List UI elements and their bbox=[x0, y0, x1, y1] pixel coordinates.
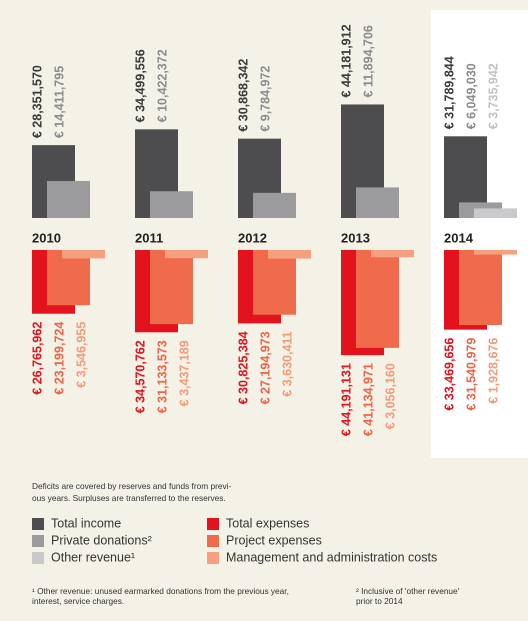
legend-label: Other revenue¹ bbox=[51, 550, 135, 564]
value-label: € 1,928,676 bbox=[486, 338, 500, 404]
year-label: 2011 bbox=[135, 230, 163, 245]
legend-swatch bbox=[207, 535, 219, 547]
year-label: 2012 bbox=[238, 230, 267, 245]
legend-label: Private donations² bbox=[51, 533, 152, 547]
value-label: € 34,499,556 bbox=[133, 49, 147, 122]
legend-label: Project expenses bbox=[226, 533, 322, 547]
expense-bar bbox=[47, 250, 90, 306]
legend-swatch bbox=[32, 552, 44, 564]
legend-swatch bbox=[32, 535, 44, 547]
value-label: € 26,765,962 bbox=[30, 322, 44, 395]
expense-bar bbox=[165, 250, 208, 259]
note: ous years. Surpluses are transferred to … bbox=[32, 493, 226, 503]
value-label: € 41,134,971 bbox=[361, 363, 375, 436]
value-label: € 6,049,030 bbox=[464, 63, 478, 129]
expense-bar bbox=[356, 250, 399, 348]
footnote: ¹ Other revenue: unused earmarked donati… bbox=[32, 586, 289, 596]
value-label: € 31,540,979 bbox=[464, 338, 478, 411]
income-bar bbox=[253, 192, 296, 218]
legend-swatch bbox=[32, 518, 44, 530]
value-label: € 10,422,372 bbox=[155, 49, 169, 122]
expense-bar bbox=[459, 250, 502, 326]
value-label: € 44,181,912 bbox=[339, 24, 353, 97]
footnote: interest, service charges. bbox=[32, 596, 124, 606]
value-label: € 30,825,384 bbox=[236, 331, 250, 404]
footnote: ² Inclusive of 'other revenue' bbox=[356, 586, 460, 596]
value-label: € 3,735,942 bbox=[486, 63, 500, 129]
income-bar bbox=[474, 208, 517, 218]
legend-swatch bbox=[207, 518, 219, 530]
income-bar bbox=[47, 180, 90, 218]
expense-bar bbox=[474, 250, 517, 255]
value-label: € 31,133,573 bbox=[155, 340, 169, 413]
legend-label: Total income bbox=[51, 516, 121, 530]
value-label: € 3,630,411 bbox=[280, 331, 294, 396]
value-label: € 3,546,955 bbox=[74, 322, 88, 388]
value-label: € 27,194,973 bbox=[258, 331, 272, 404]
expense-bar bbox=[371, 250, 414, 258]
legend-label: Total expenses bbox=[226, 516, 309, 530]
highlight-panel bbox=[431, 10, 528, 458]
value-label: € 11,894,706 bbox=[361, 25, 375, 97]
expense-bar bbox=[253, 250, 296, 315]
income-bar bbox=[356, 187, 399, 218]
note: Deficits are covered by reserves and fun… bbox=[32, 481, 231, 491]
value-label: € 30,868,342 bbox=[236, 59, 250, 132]
value-label: € 44,191,131 bbox=[339, 363, 353, 436]
year-label: 2010 bbox=[32, 230, 61, 245]
value-label: € 23,199,724 bbox=[52, 322, 66, 395]
value-label: € 9,784,972 bbox=[258, 66, 272, 132]
legend-label: Management and administration costs bbox=[226, 550, 437, 564]
footnote: prior to 2014 bbox=[356, 596, 403, 606]
value-label: € 34,570,762 bbox=[133, 340, 147, 413]
value-label: € 14,411,795 bbox=[52, 66, 66, 138]
value-label: € 3,437,189 bbox=[177, 340, 191, 406]
value-label: € 31,789,844 bbox=[442, 56, 456, 129]
expense-bar bbox=[62, 250, 105, 259]
value-label: € 33,469,656 bbox=[442, 338, 456, 411]
expense-bar bbox=[268, 250, 311, 259]
expense-bar bbox=[150, 250, 193, 325]
income-bar bbox=[150, 191, 193, 218]
legend-swatch bbox=[207, 552, 219, 564]
value-label: € 3,056,160 bbox=[383, 363, 397, 429]
year-label: 2013 bbox=[341, 230, 370, 245]
value-label: € 28,351,570 bbox=[30, 65, 44, 138]
year-label: 2014 bbox=[444, 230, 474, 245]
